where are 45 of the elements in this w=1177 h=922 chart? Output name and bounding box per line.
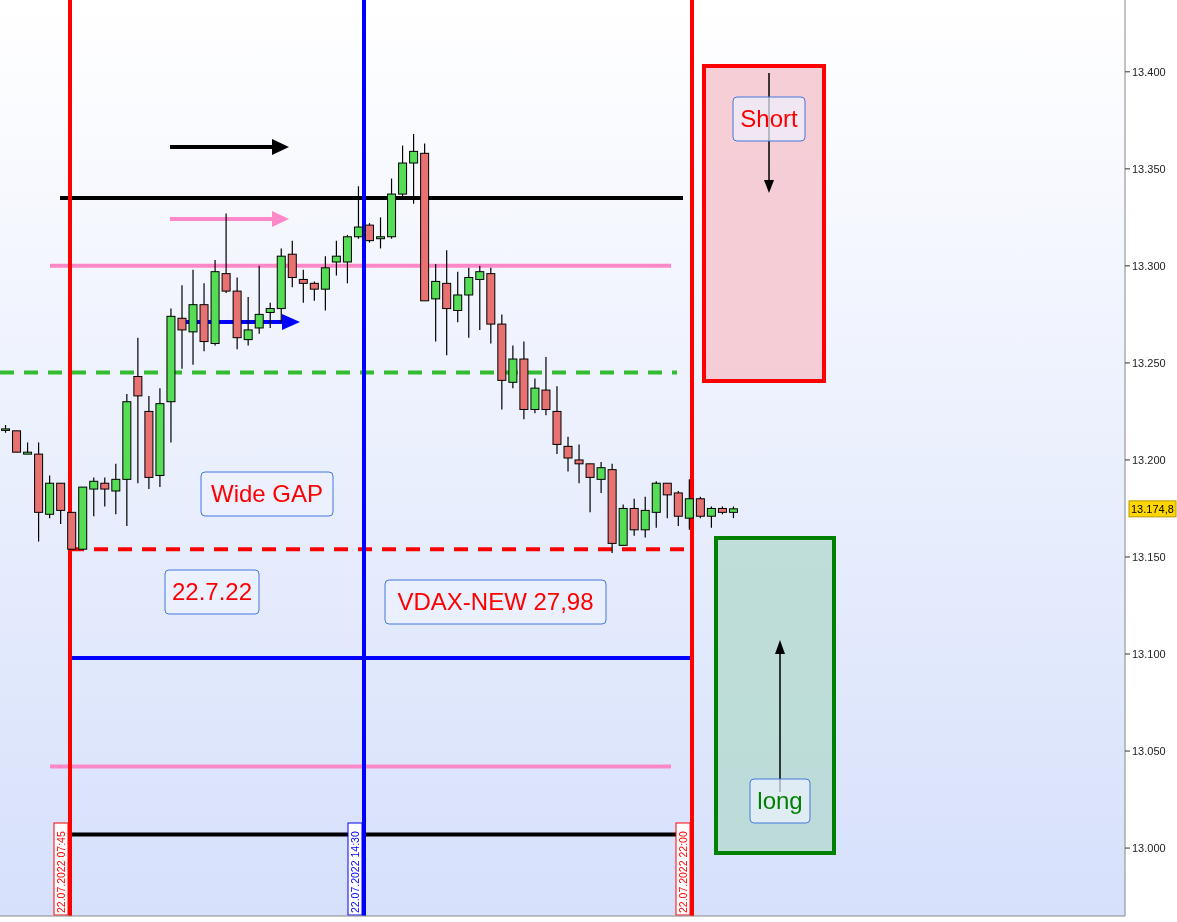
candlestick — [563, 436, 573, 473]
annotation: 22.07.2022 22:00 — [677, 831, 689, 913]
candlestick — [309, 280, 319, 302]
candlestick — [475, 265, 485, 331]
y-tick-label: 13.300 — [1132, 259, 1166, 272]
annotation: 22.7.22 — [171, 578, 253, 605]
y-tick-label: 13.250 — [1132, 356, 1166, 369]
y-tick-label: 13.050 — [1132, 745, 1166, 758]
candlestick — [684, 478, 694, 531]
candlestick — [111, 463, 121, 515]
annotation: long — [757, 787, 803, 814]
annotation: 22.07.2022 14:30 — [349, 831, 361, 913]
y-tick-label: 13.400 — [1132, 65, 1166, 78]
annotation: 22.07.2022 07:45 — [55, 831, 67, 913]
candlestick — [254, 265, 264, 335]
candlestick — [331, 240, 341, 277]
candlestick — [464, 267, 474, 339]
annotation: Wide GAP — [210, 480, 324, 507]
candlestick — [376, 216, 386, 250]
candlestick — [662, 482, 672, 519]
text: 13.174,8 — [1131, 502, 1174, 515]
candlestick — [706, 505, 716, 529]
candlestick — [133, 337, 143, 484]
candlestick — [265, 302, 275, 329]
candlestick — [12, 430, 22, 453]
y-tick-label: 13.000 — [1132, 842, 1166, 855]
annotation: Short — [740, 105, 799, 132]
candlestick — [695, 496, 705, 519]
candlestick — [640, 496, 650, 539]
y-tick-label: 13.350 — [1132, 162, 1166, 175]
candlestick — [287, 240, 297, 288]
candlestick — [431, 263, 441, 343]
candlestick — [320, 255, 330, 312]
candlestick — [629, 498, 639, 537]
candlestick — [453, 271, 463, 323]
annotation: VDAX-NEW 27,98 — [397, 588, 594, 615]
candlestick — [364, 222, 374, 244]
y-tick-label: 13.100 — [1132, 648, 1166, 661]
y-tick-label: 13.150 — [1132, 550, 1166, 563]
candlestick — [298, 269, 308, 304]
candlestick — [673, 490, 683, 527]
candlestick — [89, 476, 99, 517]
candlestick — [243, 296, 253, 347]
y-tick-label: 13.200 — [1132, 453, 1166, 466]
candlestick — [100, 476, 110, 508]
